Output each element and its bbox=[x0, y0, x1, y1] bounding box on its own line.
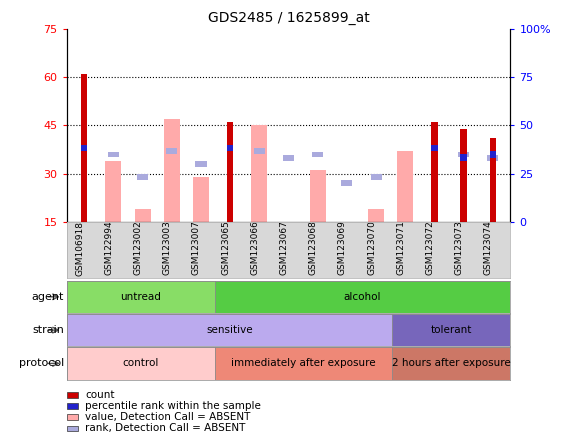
Bar bbox=[432, 122, 438, 222]
Text: sensitive: sensitive bbox=[206, 325, 253, 335]
Bar bbox=[135, 209, 151, 222]
Bar bbox=[164, 119, 180, 222]
Bar bbox=[490, 151, 496, 158]
Bar bbox=[67, 347, 215, 380]
Bar bbox=[397, 151, 414, 222]
Bar bbox=[166, 148, 177, 154]
Bar bbox=[106, 161, 121, 222]
Bar bbox=[461, 155, 467, 161]
Bar bbox=[283, 155, 294, 161]
Bar bbox=[108, 151, 119, 157]
Bar bbox=[312, 151, 323, 157]
Bar bbox=[137, 174, 148, 180]
Bar bbox=[342, 180, 353, 186]
Bar bbox=[67, 281, 215, 313]
Text: percentile rank within the sample: percentile rank within the sample bbox=[85, 401, 261, 411]
Bar bbox=[195, 161, 206, 167]
Bar bbox=[254, 148, 265, 154]
Text: immediately after exposure: immediately after exposure bbox=[231, 358, 376, 369]
Bar bbox=[487, 155, 498, 161]
Bar bbox=[227, 122, 233, 222]
Bar bbox=[392, 314, 510, 346]
Text: agent: agent bbox=[31, 292, 64, 302]
Text: rank, Detection Call = ABSENT: rank, Detection Call = ABSENT bbox=[85, 424, 245, 433]
Bar bbox=[392, 347, 510, 380]
Bar bbox=[67, 314, 392, 346]
Text: alcohol: alcohol bbox=[344, 292, 381, 302]
Bar bbox=[215, 347, 392, 380]
Bar bbox=[227, 145, 233, 151]
Bar bbox=[193, 177, 209, 222]
Text: count: count bbox=[85, 390, 114, 400]
Text: strain: strain bbox=[32, 325, 64, 335]
Bar bbox=[81, 145, 88, 151]
Bar bbox=[215, 281, 510, 313]
Bar bbox=[432, 145, 438, 151]
Bar bbox=[461, 129, 467, 222]
Text: value, Detection Call = ABSENT: value, Detection Call = ABSENT bbox=[85, 412, 251, 422]
Bar bbox=[458, 151, 469, 157]
Text: untread: untread bbox=[120, 292, 161, 302]
Text: control: control bbox=[122, 358, 159, 369]
Bar bbox=[251, 126, 267, 222]
Text: protocol: protocol bbox=[19, 358, 64, 369]
Bar bbox=[371, 174, 382, 180]
Bar bbox=[81, 74, 88, 222]
Bar bbox=[490, 139, 496, 222]
Title: GDS2485 / 1625899_at: GDS2485 / 1625899_at bbox=[208, 11, 369, 25]
Bar bbox=[310, 170, 326, 222]
Text: 2 hours after exposure: 2 hours after exposure bbox=[392, 358, 510, 369]
Text: tolerant: tolerant bbox=[430, 325, 472, 335]
Bar bbox=[368, 209, 384, 222]
